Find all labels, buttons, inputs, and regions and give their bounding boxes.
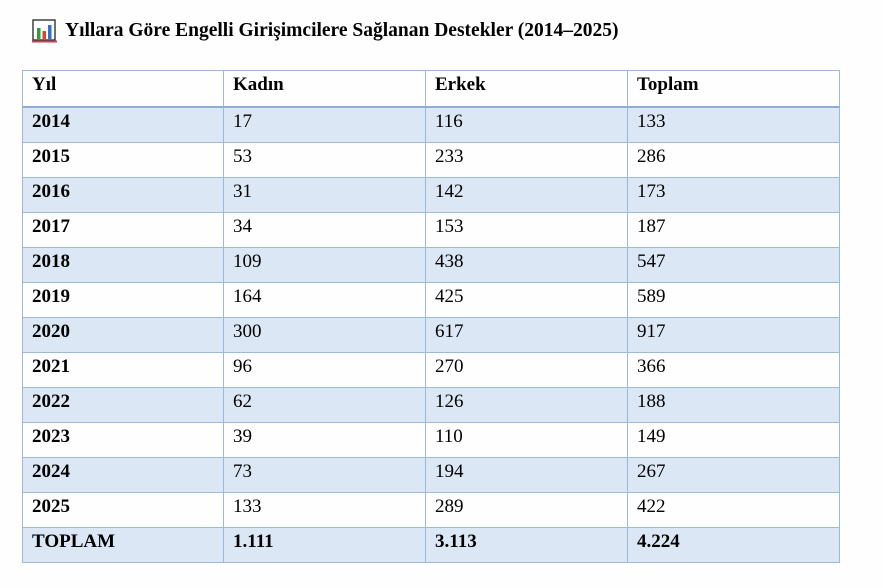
cell-total: 547 bbox=[627, 247, 840, 283]
cell-total-men: 3.113 bbox=[425, 527, 628, 563]
cell-year: 2019 bbox=[22, 282, 224, 318]
cell-women: 53 bbox=[223, 142, 426, 178]
cell-year: 2016 bbox=[22, 177, 224, 213]
cell-total: 188 bbox=[627, 387, 840, 423]
table-row: 2017 34 153 187 bbox=[22, 212, 840, 248]
cell-total-label: TOPLAM bbox=[22, 527, 224, 563]
cell-women: 17 bbox=[223, 106, 426, 143]
cell-men: 289 bbox=[425, 492, 628, 528]
cell-year: 2015 bbox=[22, 142, 224, 178]
cell-women: 73 bbox=[223, 457, 426, 493]
cell-total: 267 bbox=[627, 457, 840, 493]
page-title: Yıllara Göre Engelli Girişimcilere Sağla… bbox=[32, 17, 619, 45]
cell-total-women: 1.111 bbox=[223, 527, 426, 563]
cell-total: 589 bbox=[627, 282, 840, 318]
cell-men: 617 bbox=[425, 317, 628, 353]
table-row: 2024 73 194 267 bbox=[22, 457, 840, 493]
table-row: 2025 133 289 422 bbox=[22, 492, 840, 528]
table-row: 2020 300 617 917 bbox=[22, 317, 840, 353]
cell-men: 194 bbox=[425, 457, 628, 493]
cell-year: 2018 bbox=[22, 247, 224, 283]
header-women: Kadın bbox=[223, 70, 426, 108]
cell-total: 173 bbox=[627, 177, 840, 213]
table-header-row: Yıl Kadın Erkek Toplam bbox=[22, 70, 840, 108]
cell-year: 2020 bbox=[22, 317, 224, 353]
cell-men: 425 bbox=[425, 282, 628, 318]
cell-total: 187 bbox=[627, 212, 840, 248]
table-row: 2014 17 116 133 bbox=[22, 106, 840, 143]
cell-year: 2021 bbox=[22, 352, 224, 388]
cell-year: 2024 bbox=[22, 457, 224, 493]
cell-women: 62 bbox=[223, 387, 426, 423]
table-row: 2023 39 110 149 bbox=[22, 422, 840, 458]
cell-women: 96 bbox=[223, 352, 426, 388]
header-men: Erkek bbox=[425, 70, 628, 108]
cell-total: 149 bbox=[627, 422, 840, 458]
cell-grand-total: 4.224 bbox=[627, 527, 840, 563]
cell-year: 2014 bbox=[22, 106, 224, 143]
title-text: Yıllara Göre Engelli Girişimcilere Sağla… bbox=[65, 20, 619, 41]
cell-men: 126 bbox=[425, 387, 628, 423]
cell-total: 286 bbox=[627, 142, 840, 178]
table-row: 2015 53 233 286 bbox=[22, 142, 840, 178]
cell-men: 270 bbox=[425, 352, 628, 388]
table-row: 2022 62 126 188 bbox=[22, 387, 840, 423]
cell-men: 142 bbox=[425, 177, 628, 213]
cell-year: 2023 bbox=[22, 422, 224, 458]
cell-year: 2017 bbox=[22, 212, 224, 248]
cell-women: 39 bbox=[223, 422, 426, 458]
cell-men: 233 bbox=[425, 142, 628, 178]
cell-total: 133 bbox=[627, 106, 840, 143]
bar-chart-icon bbox=[32, 19, 57, 43]
table-row: 2018 109 438 547 bbox=[22, 247, 840, 283]
cell-women: 300 bbox=[223, 317, 426, 353]
header-year: Yıl bbox=[22, 70, 224, 108]
cell-men: 116 bbox=[425, 106, 628, 143]
table-row: 2021 96 270 366 bbox=[22, 352, 840, 388]
cell-total: 422 bbox=[627, 492, 840, 528]
cell-men: 153 bbox=[425, 212, 628, 248]
cell-men: 110 bbox=[425, 422, 628, 458]
cell-women: 109 bbox=[223, 247, 426, 283]
cell-year: 2022 bbox=[22, 387, 224, 423]
cell-total: 366 bbox=[627, 352, 840, 388]
cell-women: 31 bbox=[223, 177, 426, 213]
table-row: 2019 164 425 589 bbox=[22, 282, 840, 318]
cell-men: 438 bbox=[425, 247, 628, 283]
total-row: TOPLAM 1.111 3.113 4.224 bbox=[22, 527, 840, 563]
header-total: Toplam bbox=[627, 70, 840, 108]
table-row: 2016 31 142 173 bbox=[22, 177, 840, 213]
support-table: Yıl Kadın Erkek Toplam 2014 17 116 133 2… bbox=[22, 70, 840, 563]
cell-women: 133 bbox=[223, 492, 426, 528]
cell-total: 917 bbox=[627, 317, 840, 353]
cell-women: 34 bbox=[223, 212, 426, 248]
cell-year: 2025 bbox=[22, 492, 224, 528]
cell-women: 164 bbox=[223, 282, 426, 318]
